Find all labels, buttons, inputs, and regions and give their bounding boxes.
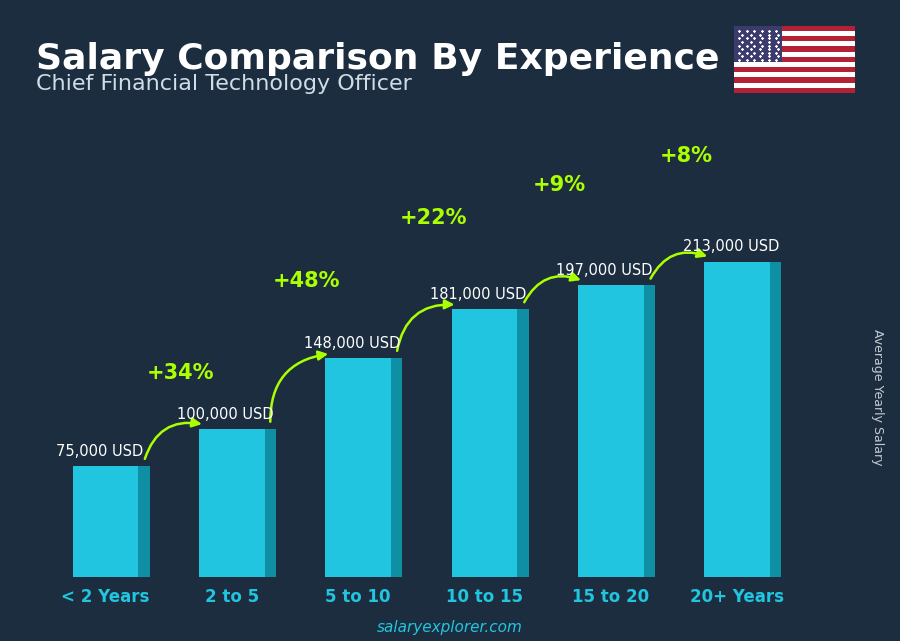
Bar [734, 56, 855, 62]
Bar [734, 67, 855, 72]
Polygon shape [139, 466, 149, 577]
Text: 181,000 USD: 181,000 USD [430, 287, 526, 302]
Bar [734, 62, 855, 67]
Text: 213,000 USD: 213,000 USD [682, 240, 778, 254]
Text: +8%: +8% [660, 146, 713, 165]
Bar [734, 41, 855, 46]
Polygon shape [73, 466, 139, 577]
Polygon shape [199, 429, 265, 577]
Text: 148,000 USD: 148,000 USD [303, 336, 400, 351]
Text: +48%: +48% [274, 271, 341, 292]
Text: salaryexplorer.com: salaryexplorer.com [377, 620, 523, 635]
Bar [734, 51, 855, 56]
Text: +9%: +9% [533, 175, 586, 196]
Text: 197,000 USD: 197,000 USD [556, 263, 652, 278]
Text: +34%: +34% [147, 363, 214, 383]
Polygon shape [452, 309, 518, 577]
Text: Average Yearly Salary: Average Yearly Salary [871, 329, 884, 465]
Bar [734, 78, 855, 83]
Bar [734, 26, 782, 62]
Polygon shape [325, 358, 391, 577]
Bar [734, 31, 855, 36]
Polygon shape [265, 429, 276, 577]
Polygon shape [644, 285, 655, 577]
Polygon shape [578, 285, 644, 577]
Polygon shape [391, 358, 402, 577]
Text: 75,000 USD: 75,000 USD [56, 444, 143, 458]
Bar [734, 26, 855, 31]
Text: Chief Financial Technology Officer: Chief Financial Technology Officer [36, 74, 412, 94]
Bar [734, 46, 855, 51]
Bar [734, 83, 855, 88]
Text: +22%: +22% [400, 208, 467, 228]
Polygon shape [704, 262, 770, 577]
Bar [734, 36, 855, 41]
Bar [734, 88, 855, 93]
Polygon shape [770, 262, 781, 577]
Polygon shape [518, 309, 528, 577]
Text: Salary Comparison By Experience: Salary Comparison By Experience [36, 42, 719, 76]
Text: 100,000 USD: 100,000 USD [177, 406, 274, 422]
Bar [734, 72, 855, 78]
